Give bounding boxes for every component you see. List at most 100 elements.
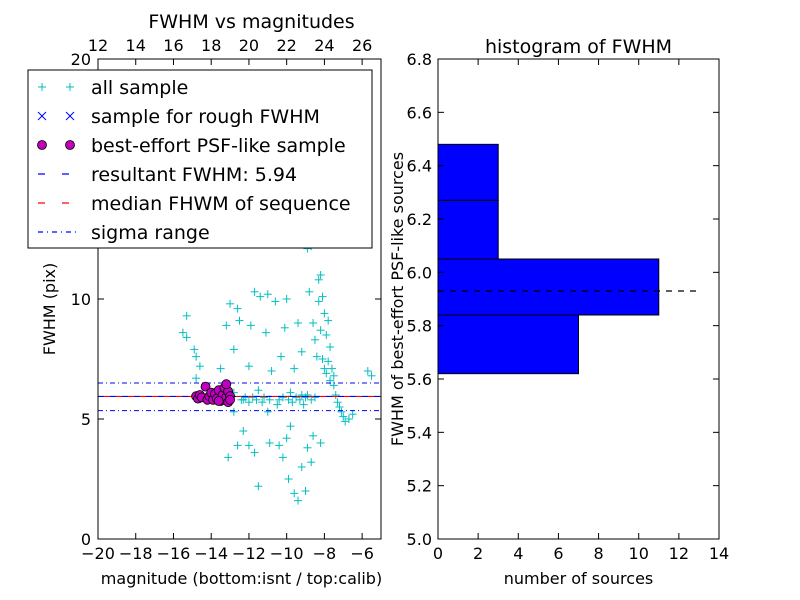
all-sample-point (327, 364, 336, 373)
legend-box (27, 69, 373, 249)
all-sample-point (293, 319, 302, 327)
all-sample-point (273, 400, 282, 409)
top-tick-label: 20 (239, 36, 259, 55)
all-sample-point (295, 395, 304, 404)
hist-x-tick-label: 12 (669, 544, 689, 563)
all-sample-point (263, 290, 272, 299)
all-sample-point (261, 328, 270, 337)
all-sample-point (305, 287, 314, 296)
x-tick-label: −14 (194, 544, 228, 563)
all-sample-point (310, 393, 319, 402)
right-y-axis-label: FWHM of best-effort PSF-like sources (388, 152, 407, 446)
all-sample-point (216, 364, 225, 373)
all-sample-point (303, 443, 312, 452)
all-sample-point (320, 309, 329, 318)
hist-x-tick-label: 6 (553, 544, 563, 563)
all-sample-point (288, 398, 297, 407)
all-sample-point (229, 407, 238, 416)
left-y-axis-label: FWHM (pix) (40, 263, 59, 356)
best-effort-point (200, 381, 211, 392)
all-sample-point (322, 331, 331, 339)
all-sample-point (278, 453, 287, 462)
all-sample-point (320, 364, 329, 373)
legend-label: sample for rough FWHM (91, 106, 320, 128)
all-sample-point (309, 431, 318, 440)
top-tick-label: 14 (126, 36, 146, 55)
hist-y-tick-label: 5.0 (407, 530, 432, 549)
legend-entry: resultant FWHM: 5.94 (38, 164, 297, 186)
y-tick-label: 20 (71, 50, 91, 69)
hist-x-tick-label: 10 (629, 544, 649, 563)
all-sample-point (258, 398, 267, 407)
fwhm-histogram-plot: 0 2 4 6 8 10 12 14 5.0 5.2 5.4 5.6 5.8 6.0 6.2 6.4 6.6 6.… (388, 36, 729, 588)
all-sample-point (278, 393, 287, 402)
x-tick-label: −12 (232, 544, 266, 563)
hist-x-tick-label: 4 (513, 544, 523, 563)
top-tick-label: 18 (201, 36, 221, 55)
all-sample-point (363, 367, 372, 375)
top-tick-label: 16 (163, 36, 183, 55)
hist-x-tick-label: 8 (593, 544, 603, 563)
hist-x-tick-label: 14 (709, 544, 729, 563)
all-sample-point (290, 364, 299, 373)
all-sample-point (190, 345, 199, 354)
all-sample-point (367, 371, 376, 380)
all-sample-point (329, 381, 338, 390)
all-sample-point (282, 434, 291, 443)
top-tick-label: 26 (352, 36, 372, 55)
all-sample-point (297, 347, 306, 356)
all-sample-point (335, 403, 344, 411)
all-sample-point (244, 362, 253, 371)
hist-y-tick-label: 5.6 (407, 370, 432, 389)
all-sample-point (337, 407, 346, 416)
all-sample-point (252, 395, 261, 404)
all-sample-point (254, 482, 263, 491)
best-effort-point (225, 394, 235, 405)
fwhm-vs-magnitude-plot: −20 −18 −16 −14 −12 −10 −8 −6 12 14 16 18 20 22 24 26 0 5… (27, 11, 382, 588)
all-sample-point (307, 458, 316, 467)
legend-circle-marker (65, 140, 75, 150)
all-sample-point (314, 297, 323, 306)
all-sample-point (260, 393, 269, 402)
all-sample-point (244, 398, 253, 407)
all-sample-point (333, 398, 342, 407)
hist-y-tick-label: 6.6 (407, 103, 432, 122)
all-sample-point (303, 391, 312, 399)
all-sample-point (318, 292, 327, 301)
all-sample-point (182, 311, 191, 320)
hist-y-tick-label: 6.2 (407, 210, 432, 229)
all-sample-point (312, 352, 321, 361)
histogram-bar (437, 143, 499, 201)
hist-y-tick-label: 5.2 (407, 477, 432, 496)
right-x-axis-label: number of sources (504, 569, 654, 588)
top-tick-label: 24 (314, 36, 334, 55)
legend-label: best-effort PSF-like sample (91, 135, 346, 157)
all-sample-point (282, 295, 291, 303)
all-sample-point (324, 357, 333, 366)
all-sample-point (235, 316, 244, 325)
all-sample-point (299, 400, 308, 409)
all-sample-point (286, 422, 295, 431)
x-tick-label: −20 (81, 544, 115, 563)
histogram-bar (437, 199, 499, 260)
legend-label: resultant FWHM: 5.94 (91, 164, 297, 186)
all-sample-point (229, 345, 238, 354)
best-effort-point (213, 396, 224, 406)
all-sample-point (263, 407, 272, 416)
hist-x-tick-label: 2 (473, 544, 483, 563)
all-sample-point (309, 319, 318, 327)
legend-label: sigma range (91, 222, 210, 244)
all-sample-point (284, 475, 293, 483)
all-sample-point (250, 448, 259, 457)
all-sample-point (322, 369, 331, 378)
x-tick-label: −18 (119, 544, 153, 563)
all-sample-point (275, 441, 284, 450)
all-sample-point (318, 355, 327, 363)
all-sample-point (301, 487, 310, 495)
all-sample-point (329, 371, 338, 380)
all-sample-point (326, 343, 335, 351)
hist-y-tick-label: 6.0 (407, 263, 432, 282)
legend-entry: median FHWM of sequence (38, 193, 351, 215)
histogram-bar (437, 314, 579, 375)
